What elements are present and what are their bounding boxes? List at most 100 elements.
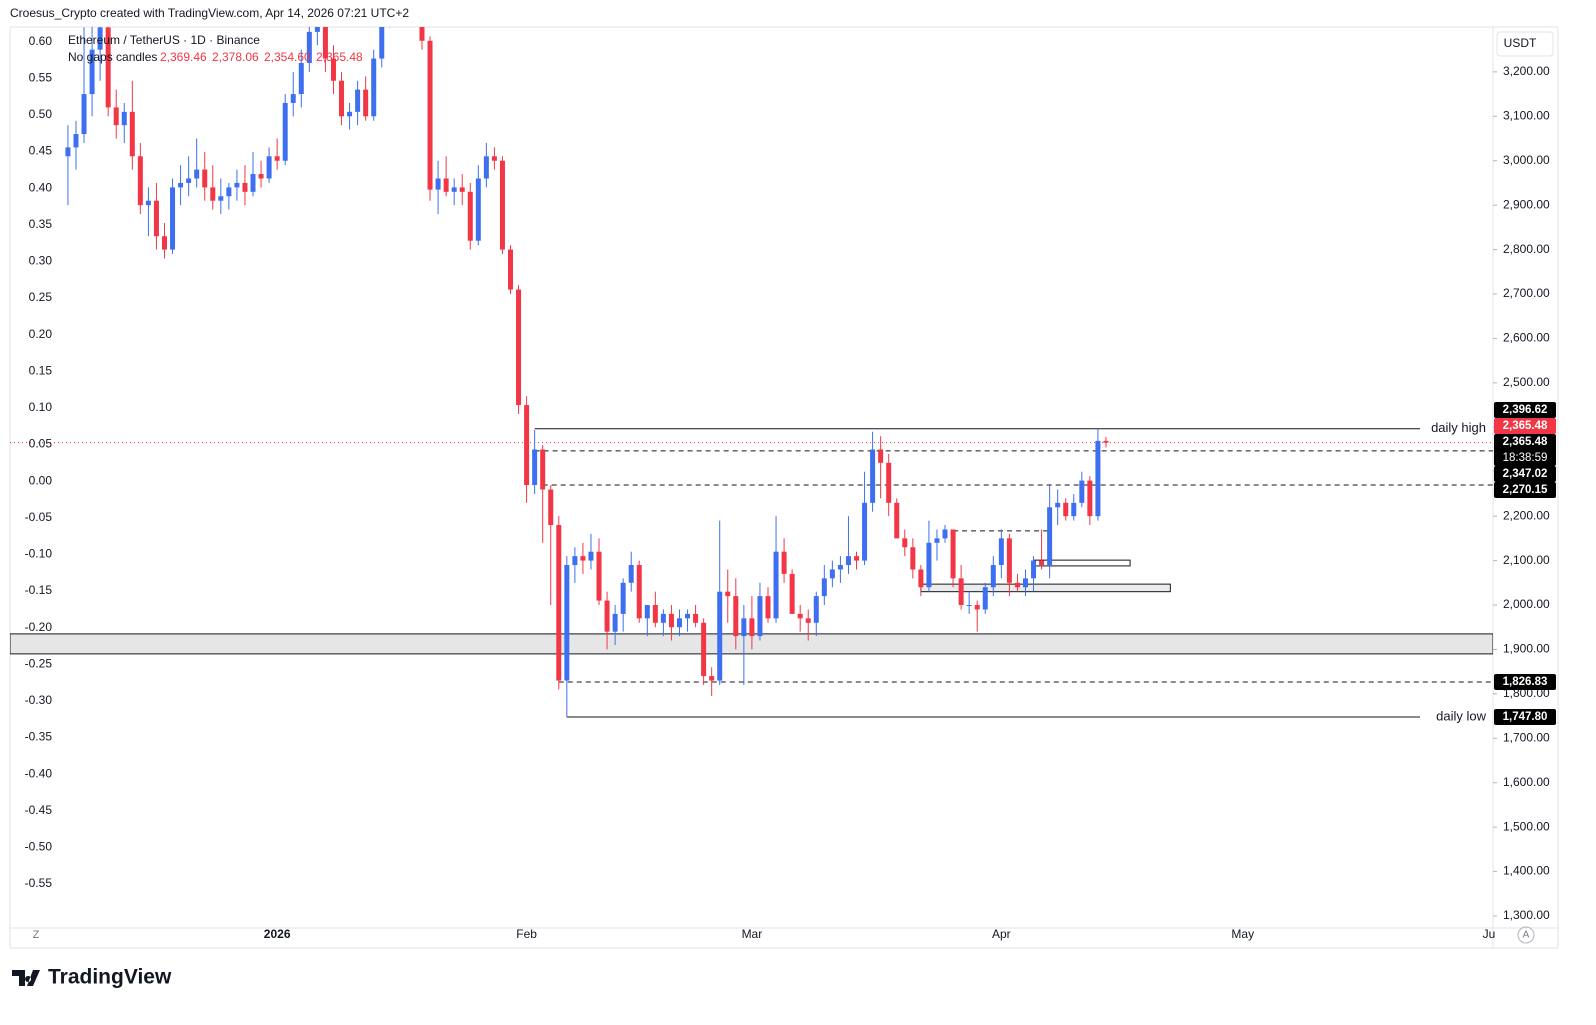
candle-body: [749, 618, 755, 637]
candle-body: [97, 27, 103, 50]
price-tag-label: 2,396.62: [1503, 404, 1548, 416]
candle-body: [459, 187, 465, 192]
y-tick-label: 1,300.00: [1503, 908, 1550, 922]
candle-body: [821, 578, 827, 597]
y-tick-label: 2,700.00: [1503, 286, 1550, 300]
price-tag-label: 2,365.48: [1503, 420, 1548, 432]
price-tag-label: 1,747.80: [1503, 711, 1548, 723]
candle-body: [540, 449, 546, 490]
candle-body: [717, 591, 723, 681]
currency-box[interactable]: [1496, 31, 1554, 57]
y2-tick-label: 0.60: [29, 34, 53, 48]
chart-title: Ethereum / TetherUS · 1D · Binance: [68, 33, 260, 47]
brand: TradingView: [48, 966, 172, 989]
candle-body: [845, 556, 851, 566]
candle-body: [757, 596, 763, 637]
candle-body: [524, 405, 530, 486]
candle-body: [564, 565, 570, 681]
auto-scale-button[interactable]: [1517, 926, 1535, 944]
y-tick-label: 2,800.00: [1503, 242, 1550, 256]
candle-body: [499, 160, 505, 250]
y2-tick-label: 0.00: [29, 473, 53, 487]
y-tick-label: 3,100.00: [1503, 108, 1550, 122]
price-tag: [1494, 401, 1556, 418]
y2-tick-label: 0.40: [29, 180, 53, 194]
y-tick-label: 2,200.00: [1503, 508, 1550, 522]
candle-body: [475, 178, 481, 241]
price-tag: [1494, 433, 1556, 466]
auto-scale-button[interactable]: A: [1523, 930, 1530, 941]
y-tick-label: 1,500.00: [1503, 819, 1550, 833]
candle-body: [516, 289, 522, 406]
candle-body: [725, 591, 731, 597]
candle-body: [266, 156, 272, 179]
y2-tick-label: 0.45: [29, 144, 53, 158]
candle-body: [998, 538, 1004, 566]
candle-body: [306, 31, 312, 63]
candle-body: [483, 156, 489, 179]
legend-value: 2,365.48: [316, 50, 363, 64]
plot: [10, 27, 1493, 718]
legend-value: 2,369.46: [160, 50, 207, 64]
candle-body: [805, 618, 811, 623]
y2-tick-label: -0.20: [25, 620, 53, 634]
candle-body: [612, 613, 618, 632]
candle-body: [572, 556, 578, 566]
y2-tick-label: 0.05: [29, 437, 53, 451]
candle-body: [330, 58, 336, 81]
candle-body: [451, 187, 457, 192]
candle-body: [443, 178, 449, 192]
y2-tick-label: -0.55: [25, 876, 53, 890]
legend-value: 2,354.60: [264, 50, 311, 64]
y-tick-label: 1,400.00: [1503, 864, 1550, 878]
candle-body: [178, 182, 184, 188]
legend-value: 2,378.06: [212, 50, 259, 64]
x-tick-label: Mar: [742, 927, 763, 941]
candle-body: [604, 600, 610, 632]
price-tag: [1494, 465, 1556, 482]
candle-body: [556, 525, 562, 681]
candle-body: [837, 565, 843, 570]
axes: daily high daily low 1,300.00 1,400.00 1,500…: [25, 34, 1556, 941]
candle-body: [685, 613, 691, 619]
candle-body: [974, 605, 980, 610]
candle-body: [194, 169, 200, 179]
candle-body: [81, 94, 87, 135]
candle-body: [588, 551, 594, 561]
candle-body: [153, 200, 159, 237]
candle-body: [121, 111, 127, 126]
candle-body: [886, 462, 892, 503]
candle-body: [934, 538, 940, 543]
candle-body: [258, 174, 264, 179]
candle-body: [242, 182, 248, 192]
candle-body: [910, 547, 916, 570]
currency[interactable]: USDT: [1504, 36, 1537, 50]
candle-body: [813, 596, 819, 623]
y-tick-label: 3,000.00: [1503, 153, 1550, 167]
candle-body: [1006, 538, 1012, 583]
chart-subtitle: No gaps candles: [68, 50, 157, 64]
y-tick-label: 2,500.00: [1503, 375, 1550, 389]
candle-body: [693, 613, 699, 623]
candle-body: [218, 196, 224, 201]
candle-body: [709, 676, 715, 681]
candle-body: [797, 613, 803, 619]
price-tag-label: 2,365.48: [1503, 436, 1548, 448]
y2-tick-label: 0.35: [29, 217, 53, 231]
candle-body: [145, 200, 151, 206]
candle-body: [894, 502, 900, 539]
candle-body: [660, 613, 666, 623]
candle-body: [1039, 560, 1045, 566]
candle-body: [676, 618, 682, 628]
zone: [920, 583, 1171, 593]
candle-body: [274, 156, 280, 161]
candle-body: [1095, 440, 1101, 517]
zoom-button[interactable]: Z: [33, 929, 40, 941]
candle-body: [419, 27, 425, 41]
y2-tick-label: -0.10: [25, 547, 53, 561]
candle-body: [129, 111, 135, 157]
candle-body: [548, 489, 554, 526]
candle-body: [290, 94, 296, 103]
y2-tick-label: -0.05: [25, 510, 53, 524]
candle-body: [902, 538, 908, 548]
